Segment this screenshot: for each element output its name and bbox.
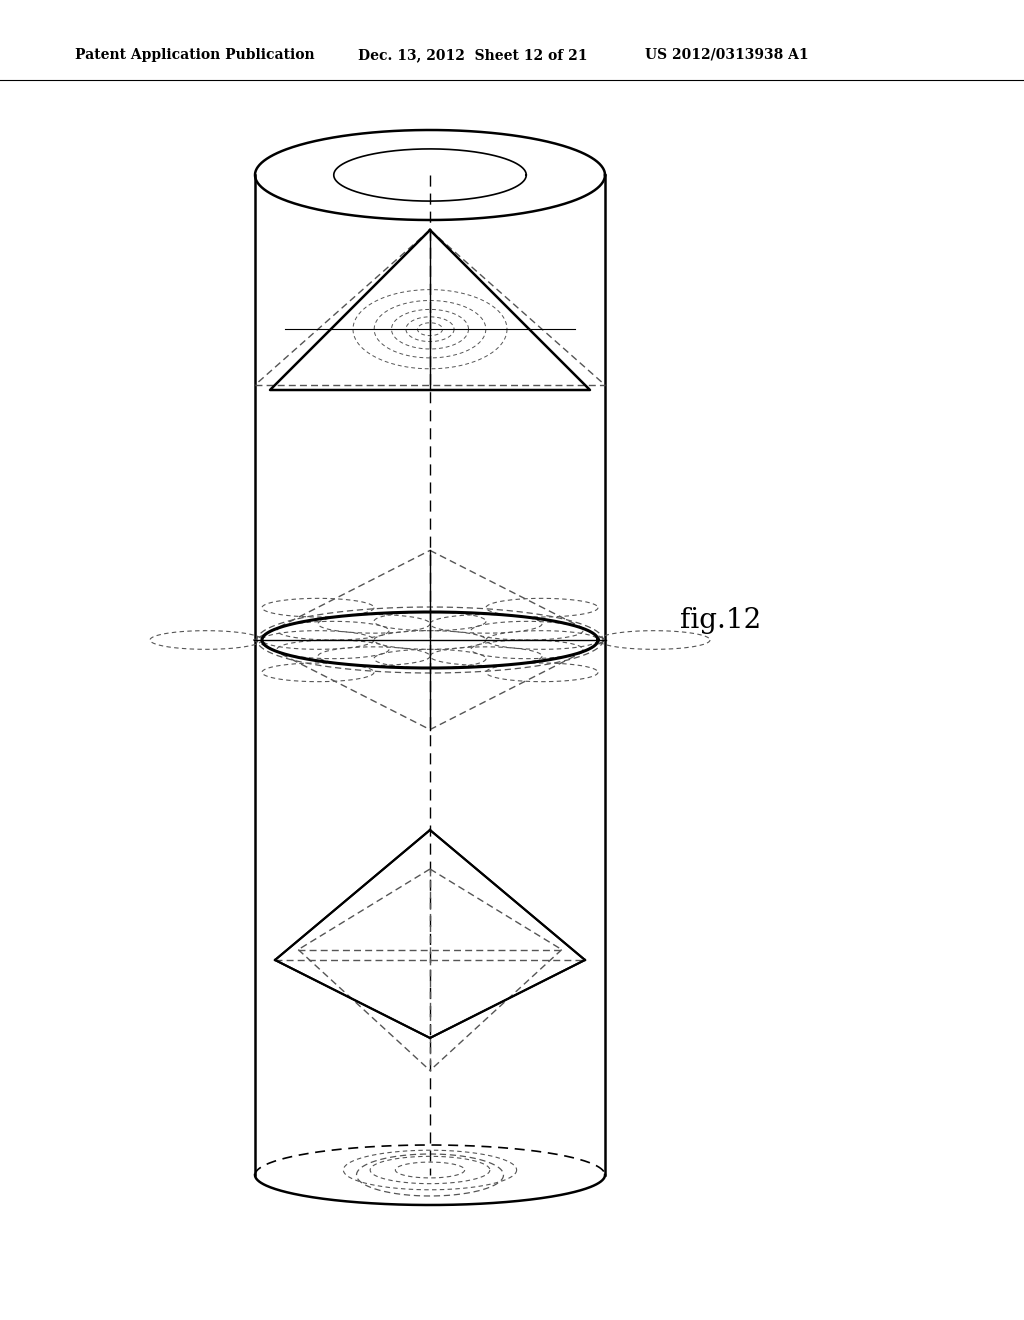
Text: Dec. 13, 2012  Sheet 12 of 21: Dec. 13, 2012 Sheet 12 of 21 [358,48,588,62]
Text: Patent Application Publication: Patent Application Publication [75,48,314,62]
Text: fig.12: fig.12 [680,606,761,634]
Text: US 2012/0313938 A1: US 2012/0313938 A1 [645,48,809,62]
